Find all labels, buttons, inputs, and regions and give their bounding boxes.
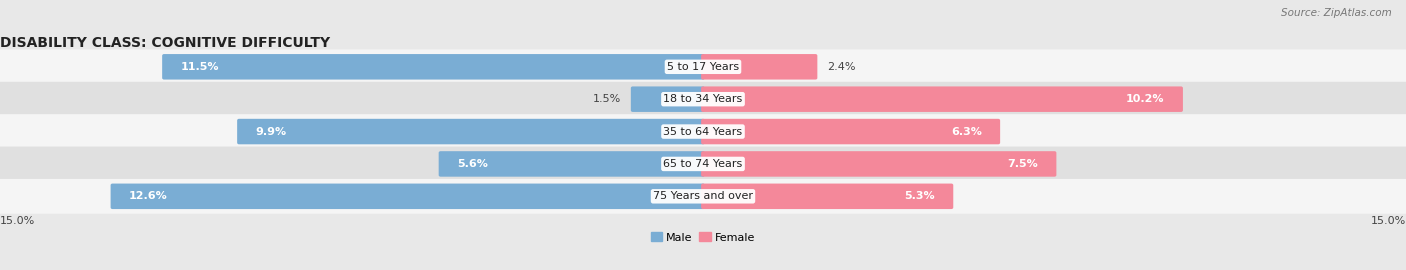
Text: 5.3%: 5.3%	[904, 191, 935, 201]
Text: 9.9%: 9.9%	[256, 127, 287, 137]
Text: 7.5%: 7.5%	[1007, 159, 1038, 169]
Text: 2.4%: 2.4%	[827, 62, 856, 72]
Text: 35 to 64 Years: 35 to 64 Years	[664, 127, 742, 137]
Text: 15.0%: 15.0%	[1371, 216, 1406, 226]
FancyBboxPatch shape	[702, 86, 1182, 112]
FancyBboxPatch shape	[0, 49, 1406, 84]
Text: 75 Years and over: 75 Years and over	[652, 191, 754, 201]
FancyBboxPatch shape	[631, 86, 704, 112]
Text: DISABILITY CLASS: COGNITIVE DIFFICULTY: DISABILITY CLASS: COGNITIVE DIFFICULTY	[0, 36, 330, 50]
FancyBboxPatch shape	[0, 179, 1406, 214]
FancyBboxPatch shape	[0, 147, 1406, 181]
Text: 1.5%: 1.5%	[593, 94, 621, 104]
FancyBboxPatch shape	[439, 151, 704, 177]
Text: 10.2%: 10.2%	[1126, 94, 1164, 104]
Text: 5.6%: 5.6%	[457, 159, 488, 169]
Text: 65 to 74 Years: 65 to 74 Years	[664, 159, 742, 169]
Legend: Male, Female: Male, Female	[647, 228, 759, 247]
FancyBboxPatch shape	[702, 54, 817, 80]
Text: 18 to 34 Years: 18 to 34 Years	[664, 94, 742, 104]
FancyBboxPatch shape	[702, 119, 1000, 144]
Text: 12.6%: 12.6%	[129, 191, 167, 201]
FancyBboxPatch shape	[702, 184, 953, 209]
Text: Source: ZipAtlas.com: Source: ZipAtlas.com	[1281, 8, 1392, 18]
FancyBboxPatch shape	[702, 151, 1056, 177]
FancyBboxPatch shape	[238, 119, 704, 144]
Text: 6.3%: 6.3%	[950, 127, 981, 137]
Text: 11.5%: 11.5%	[180, 62, 219, 72]
Text: 5 to 17 Years: 5 to 17 Years	[666, 62, 740, 72]
FancyBboxPatch shape	[0, 82, 1406, 117]
Text: 15.0%: 15.0%	[0, 216, 35, 226]
FancyBboxPatch shape	[162, 54, 704, 80]
FancyBboxPatch shape	[111, 184, 704, 209]
FancyBboxPatch shape	[0, 114, 1406, 149]
